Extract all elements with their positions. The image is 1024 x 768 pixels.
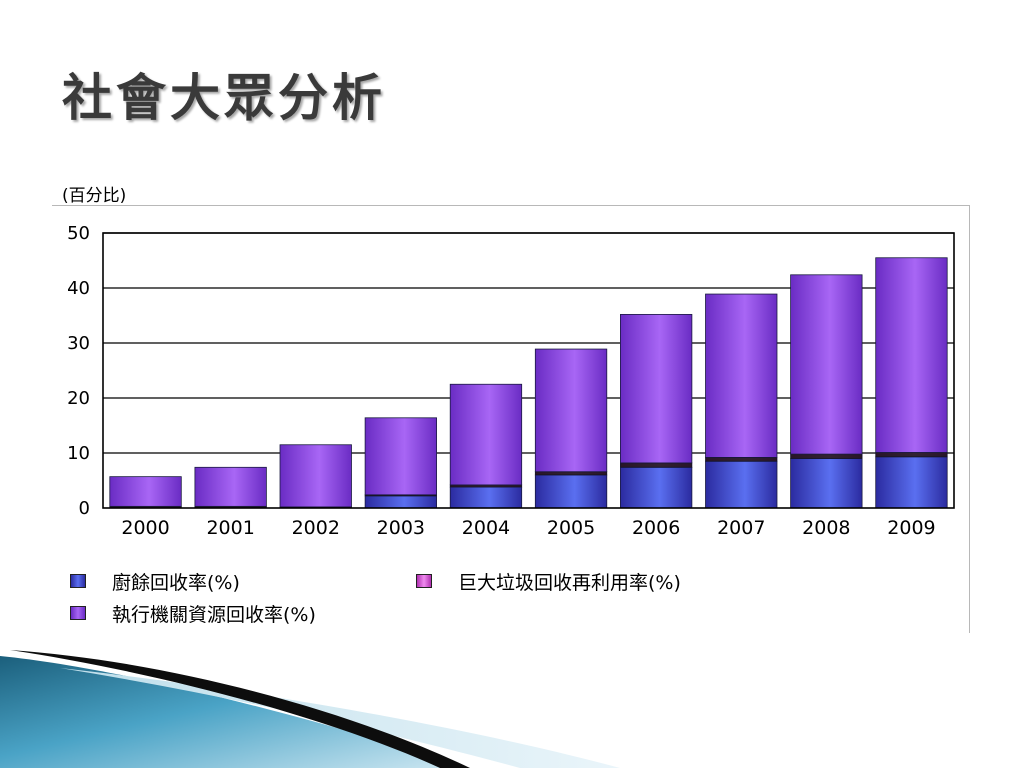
bar-segment-separator — [109, 506, 182, 508]
x-tick-label: 2001 — [206, 517, 254, 539]
blue-wave-shape — [0, 656, 470, 768]
bar-segment-separator — [790, 454, 863, 459]
legend-item-food-waste: 廚餘回收率(%) — [70, 569, 240, 594]
bar-segment-agency-recycling — [279, 444, 352, 508]
x-tick-label: 2000 — [121, 517, 169, 539]
slide-title: 社會大眾分析 — [62, 68, 386, 127]
x-tick-label: 2004 — [462, 517, 510, 539]
y-tick-label: 30 — [67, 333, 90, 354]
black-stripe-shape — [10, 650, 470, 768]
legend-label-agency-recycling: 執行機關資源回收率(%) — [112, 603, 316, 626]
x-tick-label: 2003 — [377, 517, 425, 539]
plot-area-border — [102, 232, 955, 509]
bar-segment-separator — [194, 506, 267, 508]
bar-segment-food-waste — [705, 460, 778, 509]
bar-segment-agency-recycling — [534, 348, 608, 473]
legend-swatch-bulky-waste — [416, 574, 432, 588]
x-tick-label: 2007 — [717, 517, 765, 539]
bar-segment-agency-recycling — [364, 417, 437, 496]
legend-label-food-waste: 廚餘回收率(%) — [112, 571, 240, 594]
legend-item-agency-recycling: 執行機關資源回收率(%) — [70, 601, 316, 626]
x-tick-label: 2005 — [547, 517, 595, 539]
bar-segment-separator — [450, 484, 522, 488]
chart-frame — [52, 205, 970, 633]
bar-segment-agency-recycling — [109, 476, 182, 507]
bar-segment-separator — [535, 471, 607, 475]
y-tick-label: 20 — [67, 388, 90, 409]
bar-segment-agency-recycling — [790, 274, 863, 455]
y-tick-label: 0 — [79, 498, 90, 519]
bar-segment-agency-recycling — [194, 466, 267, 507]
bar-segment-agency-recycling — [449, 383, 523, 486]
bar-segment-separator — [875, 452, 948, 457]
legend-swatch-agency-recycling — [70, 606, 86, 620]
legend-item-bulky-waste: 巨大垃圾回收再利用率(%) — [416, 569, 681, 594]
bar-segment-food-waste — [790, 458, 863, 509]
bar-segment-agency-recycling — [705, 293, 778, 458]
y-axis-unit-label: (百分比) — [62, 186, 127, 206]
bar-segment-agency-recycling — [620, 313, 693, 464]
bar-segment-separator — [365, 494, 437, 496]
x-tick-label: 2002 — [292, 517, 340, 539]
x-tick-label: 2008 — [802, 517, 850, 539]
y-tick-label: 40 — [67, 278, 90, 299]
x-tick-label: 2009 — [887, 517, 935, 539]
y-tick-label: 10 — [67, 443, 90, 464]
bar-segment-agency-recycling — [875, 257, 948, 453]
y-tick-label: 50 — [67, 223, 90, 244]
bar-segment-separator — [705, 457, 777, 462]
legend-label-bulky-waste: 巨大垃圾回收再利用率(%) — [458, 571, 681, 594]
bar-segment-separator — [620, 462, 692, 468]
legend-swatch-food-waste — [70, 574, 86, 588]
x-tick-label: 2006 — [632, 517, 680, 539]
